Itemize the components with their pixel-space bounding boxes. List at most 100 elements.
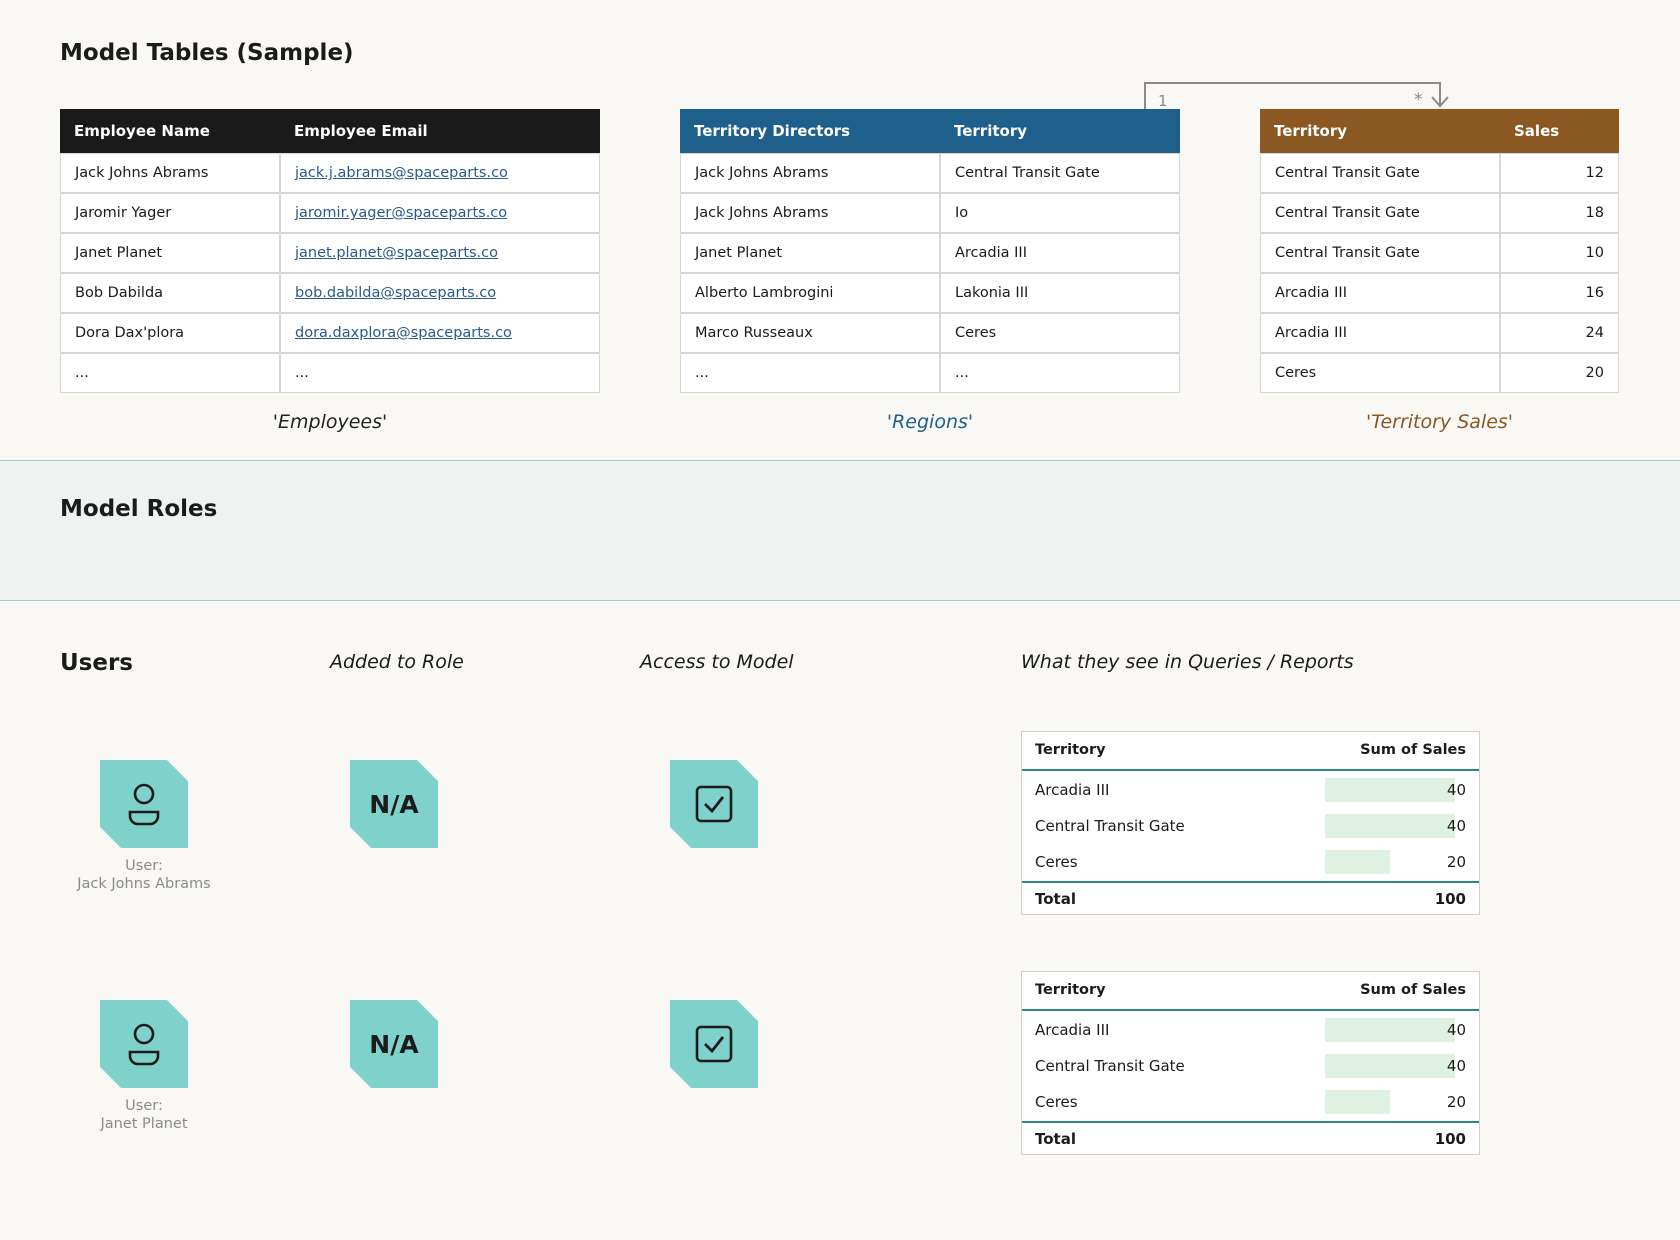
report-value: 40 bbox=[1446, 1057, 1466, 1075]
table-cell: Arcadia III bbox=[940, 233, 1180, 273]
table-cell: Central Transit Gate bbox=[1260, 233, 1500, 273]
report-column: Territory bbox=[1035, 982, 1106, 998]
relationship-one: 1 bbox=[1158, 92, 1168, 110]
table-cell: Jack Johns Abrams bbox=[680, 153, 940, 193]
total-value: 100 bbox=[1434, 1130, 1466, 1148]
table-cell: ... bbox=[940, 353, 1180, 393]
report-territory: Ceres bbox=[1035, 853, 1078, 871]
relationship-connector: 1 * bbox=[1144, 82, 1449, 110]
table-cell: 20 bbox=[1500, 353, 1619, 393]
report-territory: Ceres bbox=[1035, 1093, 1078, 1111]
table-cell: 16 bbox=[1500, 273, 1619, 313]
role-status: N/A bbox=[369, 1029, 419, 1059]
column-heading: Added to Role bbox=[330, 651, 464, 673]
column-header: Territory bbox=[1274, 122, 1348, 140]
section-title: Model Tables (Sample) bbox=[60, 40, 354, 66]
table-cell: Ceres bbox=[1260, 353, 1500, 393]
report-table: Territory Sum of Sales Arcadia III 40 Centra… bbox=[1021, 731, 1480, 915]
report-row: Arcadia III 40 bbox=[1022, 1012, 1479, 1048]
table-cell: Central Transit Gate bbox=[1260, 153, 1500, 193]
table-cell: Janet Planet bbox=[60, 233, 280, 273]
report-total: Total 100 bbox=[1022, 881, 1479, 918]
table-cell: Dora Dax'plora bbox=[60, 313, 280, 353]
table-cell: jaromir.yager@spaceparts.co bbox=[280, 193, 600, 233]
role-icon: N/A bbox=[350, 1000, 438, 1088]
report-row: Central Transit Gate 40 bbox=[1022, 808, 1479, 844]
column-header: Employee Name bbox=[74, 122, 210, 140]
table-cell: Janet Planet bbox=[680, 233, 940, 273]
report-value: 20 bbox=[1446, 1093, 1466, 1111]
table-cell: 24 bbox=[1500, 313, 1619, 353]
table-cell: Lakonia III bbox=[940, 273, 1180, 313]
table-cell: jack.j.abrams@spaceparts.co bbox=[280, 153, 600, 193]
access-icon bbox=[670, 760, 758, 848]
report-value: 20 bbox=[1446, 853, 1466, 871]
column-header: Territory Directors bbox=[694, 122, 851, 140]
user-icon bbox=[100, 1000, 188, 1088]
table-cell: ... bbox=[680, 353, 940, 393]
column-header: Employee Email bbox=[294, 122, 428, 140]
report-territory: Arcadia III bbox=[1035, 781, 1110, 799]
table-header bbox=[1260, 109, 1619, 153]
table-cell: Central Transit Gate bbox=[1260, 193, 1500, 233]
total-label: Total bbox=[1035, 1130, 1076, 1148]
data-bar bbox=[1325, 1018, 1455, 1042]
report-table: Territory Sum of Sales Arcadia III 40 Centra… bbox=[1021, 971, 1480, 1155]
user-label: User: bbox=[125, 1098, 163, 1114]
role-icon: N/A bbox=[350, 760, 438, 848]
table-cell: Alberto Lambrogini bbox=[680, 273, 940, 313]
report-territory: Central Transit Gate bbox=[1035, 817, 1185, 835]
report-row: Central Transit Gate 40 bbox=[1022, 1048, 1479, 1084]
table-cell: ... bbox=[280, 353, 600, 393]
table-cell: janet.planet@spaceparts.co bbox=[280, 233, 600, 273]
table-cell: Jaromir Yager bbox=[60, 193, 280, 233]
data-bar bbox=[1325, 850, 1390, 874]
check-glyph bbox=[695, 785, 733, 823]
report-row: Ceres 20 bbox=[1022, 844, 1479, 880]
report-value: 40 bbox=[1446, 817, 1466, 835]
table-cell: 18 bbox=[1500, 193, 1619, 233]
user-name: Janet Planet bbox=[100, 1116, 188, 1132]
data-bar bbox=[1325, 1090, 1390, 1114]
section-title: Users bbox=[60, 650, 133, 676]
table-cell: Io bbox=[940, 193, 1180, 233]
table-header bbox=[680, 109, 1180, 153]
report-column: Territory bbox=[1035, 742, 1106, 758]
section-title: Model Roles bbox=[60, 496, 218, 522]
report-column: Sum of Sales bbox=[1360, 742, 1466, 758]
user-icon bbox=[100, 760, 188, 848]
report-header: Territory Sum of Sales bbox=[1022, 972, 1479, 1011]
user-glyph bbox=[128, 1023, 160, 1066]
report-territory: Central Transit Gate bbox=[1035, 1057, 1185, 1075]
table-cell: 12 bbox=[1500, 153, 1619, 193]
total-value: 100 bbox=[1434, 890, 1466, 908]
table-cell: 10 bbox=[1500, 233, 1619, 273]
table-cell: Marco Russeaux bbox=[680, 313, 940, 353]
report-value: 40 bbox=[1446, 781, 1466, 799]
table-cell: ... bbox=[60, 353, 280, 393]
report-header: Territory Sum of Sales bbox=[1022, 732, 1479, 771]
report-territory: Arcadia III bbox=[1035, 1021, 1110, 1039]
check-glyph bbox=[695, 1025, 733, 1063]
table-caption: 'Regions' bbox=[886, 411, 974, 433]
table-cell: Central Transit Gate bbox=[940, 153, 1180, 193]
report-value: 40 bbox=[1446, 1021, 1466, 1039]
report-row: Ceres 20 bbox=[1022, 1084, 1479, 1120]
data-bar bbox=[1325, 1054, 1455, 1078]
table-header bbox=[60, 109, 600, 153]
table-cell: Bob Dabilda bbox=[60, 273, 280, 313]
data-bar bbox=[1325, 778, 1455, 802]
total-label: Total bbox=[1035, 890, 1076, 908]
column-header: Territory bbox=[954, 122, 1028, 140]
column-heading: Access to Model bbox=[640, 651, 794, 673]
report-total: Total 100 bbox=[1022, 1121, 1479, 1158]
access-icon bbox=[670, 1000, 758, 1088]
table-cell: Arcadia III bbox=[1260, 313, 1500, 353]
table-cell: bob.dabilda@spaceparts.co bbox=[280, 273, 600, 313]
table-cell: dora.daxplora@spaceparts.co bbox=[280, 313, 600, 353]
relationship-many: * bbox=[1414, 90, 1423, 110]
table-cell: Arcadia III bbox=[1260, 273, 1500, 313]
roles-band bbox=[0, 460, 1680, 601]
table-caption: 'Employees' bbox=[272, 411, 388, 433]
